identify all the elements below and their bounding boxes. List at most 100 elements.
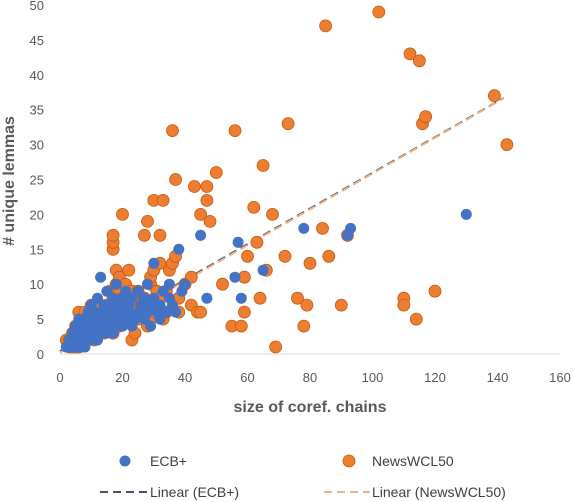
point-newswcl50 (234, 319, 248, 333)
y-tick-label: 5 (37, 312, 44, 327)
point-newswcl50 (106, 228, 120, 242)
point-newswcl50 (253, 291, 267, 305)
y-tick-label: 25 (30, 173, 44, 188)
point-newswcl50 (500, 138, 514, 152)
point-newswcl50 (194, 207, 208, 221)
x-axis-ticks: 0 20 40 60 80 100 120 140 160 (56, 370, 570, 385)
point-newswcl50 (141, 214, 154, 228)
x-tick-label: 60 (240, 370, 254, 385)
x-tick-label: 100 (362, 370, 384, 385)
x-tick-label: 0 (56, 370, 63, 385)
point-ecb (460, 208, 472, 220)
point-ecb (257, 264, 269, 276)
legend-label-ecb: ECB+ (150, 453, 187, 469)
point-newswcl50 (319, 19, 333, 33)
point-ecb (157, 285, 169, 297)
legend-item-ecb: ECB+ (119, 453, 187, 469)
x-tick-label: 40 (178, 370, 192, 385)
point-newswcl50 (403, 47, 417, 61)
point-newswcl50 (278, 249, 292, 263)
point-newswcl50 (297, 319, 311, 333)
point-ecb (201, 292, 213, 304)
point-newswcl50 (187, 180, 201, 193)
point-ecb (163, 278, 175, 290)
point-newswcl50 (228, 124, 242, 138)
point-newswcl50 (200, 180, 214, 193)
y-tick-label: 20 (30, 207, 44, 222)
point-newswcl50 (250, 235, 264, 249)
point-ecb (154, 313, 166, 325)
point-newswcl50 (216, 277, 229, 291)
point-newswcl50 (419, 110, 433, 124)
point-newswcl50 (300, 298, 314, 312)
x-tick-label: 120 (424, 370, 446, 385)
y-tick-label: 45 (30, 33, 44, 48)
legend-label-newswcl50: NewsWCL50 (372, 453, 454, 469)
point-newswcl50 (116, 207, 129, 221)
point-ecb (120, 285, 132, 297)
legend-label-linear-ecb: Linear (ECB+) (150, 484, 239, 500)
x-tick-label: 80 (303, 370, 317, 385)
point-newswcl50 (303, 256, 317, 270)
y-axis-ticks: 0 5 10 15 20 25 30 35 40 45 50 (30, 0, 44, 362)
legend-item-linear-ecb: Linear (ECB+) (100, 484, 239, 500)
y-tick-label: 50 (30, 0, 44, 13)
point-newswcl50 (334, 298, 348, 312)
point-ecb (235, 292, 247, 304)
point-newswcl50 (122, 263, 136, 277)
y-tick-label: 10 (30, 277, 44, 292)
x-tick-label: 140 (487, 370, 509, 385)
point-newswcl50 (269, 340, 283, 354)
x-tick-label: 160 (549, 370, 571, 385)
point-ecb (298, 222, 310, 234)
legend: ECB+ NewsWCL50 Linear (ECB+) Linear (New… (100, 453, 506, 500)
point-newswcl50 (241, 249, 254, 263)
point-ecb (232, 236, 244, 248)
point-newswcl50 (203, 214, 217, 228)
point-ecb (229, 271, 241, 283)
point-ecb (179, 278, 191, 290)
point-newswcl50 (209, 166, 223, 179)
point-newswcl50 (153, 228, 167, 242)
point-ecb (132, 285, 144, 297)
point-newswcl50 (397, 298, 411, 312)
legend-marker-newswcl50 (342, 454, 356, 468)
y-tick-label: 0 (37, 347, 44, 362)
data-points (59, 5, 514, 354)
point-ecb (173, 243, 185, 255)
y-tick-label: 40 (30, 68, 44, 83)
point-ecb (110, 278, 122, 290)
y-axis-label: # unique lemmas (1, 116, 18, 246)
point-newswcl50 (266, 207, 279, 221)
point-newswcl50 (137, 228, 151, 242)
point-ecb (345, 222, 357, 234)
point-ecb (145, 320, 157, 332)
point-ecb (95, 271, 107, 283)
point-newswcl50 (169, 173, 183, 186)
legend-item-newswcl50: NewsWCL50 (342, 453, 454, 469)
point-newswcl50 (247, 200, 261, 214)
point-newswcl50 (194, 305, 208, 319)
y-tick-label: 35 (30, 103, 44, 118)
x-tick-label: 20 (115, 370, 129, 385)
point-newswcl50 (487, 89, 501, 103)
legend-label-linear-newswcl50: Linear (NewsWCL50) (372, 484, 506, 500)
point-newswcl50 (412, 54, 426, 68)
legend-item-linear-newswcl50: Linear (NewsWCL50) (324, 484, 506, 500)
x-axis-label: size of coref. chains (234, 399, 387, 416)
point-newswcl50 (322, 249, 336, 263)
point-newswcl50 (281, 117, 295, 131)
point-newswcl50 (256, 159, 270, 172)
point-ecb (195, 229, 207, 241)
point-ecb (154, 299, 166, 311)
point-newswcl50 (166, 124, 179, 138)
point-newswcl50 (372, 5, 386, 19)
point-newswcl50 (409, 312, 423, 326)
y-tick-label: 30 (30, 138, 44, 153)
legend-marker-ecb (119, 455, 131, 467)
point-newswcl50 (200, 193, 214, 207)
point-newswcl50 (156, 193, 170, 207)
point-newswcl50 (237, 305, 251, 319)
point-ecb (148, 257, 160, 269)
